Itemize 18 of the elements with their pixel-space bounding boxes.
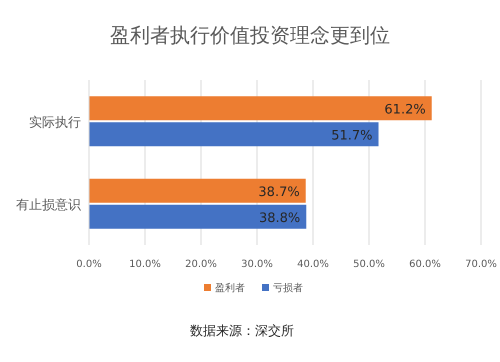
data-label: 38.8% bbox=[258, 210, 300, 226]
chart-title: 盈利者执行价值投资理念更到位 bbox=[110, 23, 390, 47]
x-tick-label: 0.0% bbox=[76, 259, 102, 270]
x-tick-label: 60.0% bbox=[409, 259, 441, 270]
data-label: 61.2% bbox=[384, 102, 426, 118]
y-tick-label: 实际执行 bbox=[29, 115, 81, 130]
data-label: 51.7% bbox=[331, 128, 373, 144]
source-note: 数据来源：深交所 bbox=[190, 323, 294, 339]
x-tick-label: 40.0% bbox=[297, 259, 329, 270]
legend-label: 亏损者 bbox=[273, 282, 303, 294]
legend-label: 盈利者 bbox=[215, 282, 245, 294]
x-tick-label: 10.0% bbox=[129, 259, 161, 270]
x-tick-label: 30.0% bbox=[241, 259, 273, 270]
y-tick-label: 有止损意识 bbox=[16, 198, 81, 213]
x-tick-label: 20.0% bbox=[185, 259, 217, 270]
x-tick-label: 50.0% bbox=[353, 259, 385, 270]
x-tick-label: 70.0% bbox=[465, 259, 497, 270]
data-label: 38.7% bbox=[258, 184, 300, 200]
